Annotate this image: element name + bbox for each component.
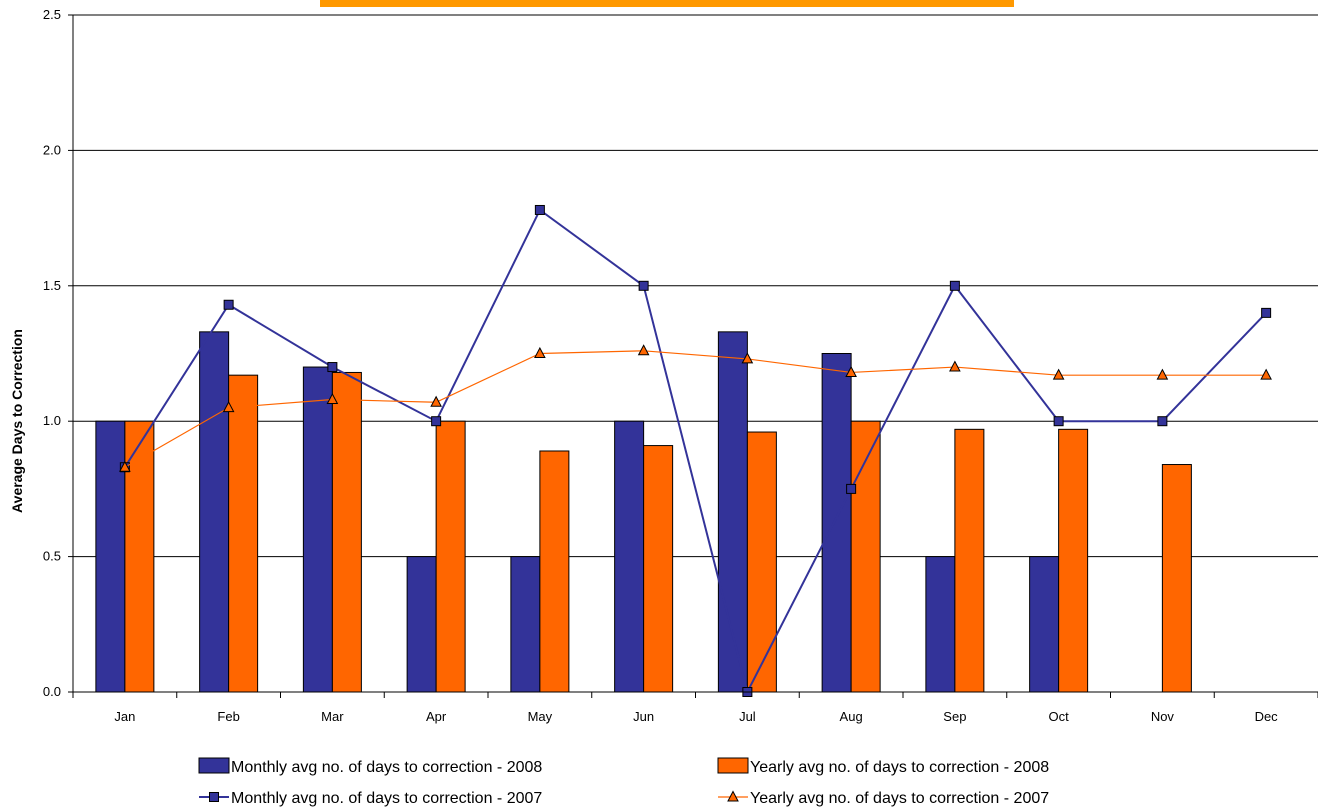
y-tick-label: 1.0 xyxy=(43,413,61,428)
marker-monthly-2007 xyxy=(1157,416,1168,427)
x-tick-label: Mar xyxy=(321,709,344,724)
bar-yearly-2008 xyxy=(124,420,155,693)
marker-yearly-2007 xyxy=(637,344,650,356)
marker-yearly-2007 xyxy=(741,352,754,364)
marker-yearly-2007 xyxy=(430,395,442,407)
x-tick-label: Feb xyxy=(217,709,239,724)
line-monthly-2007 xyxy=(124,208,1267,695)
y-tick-label: 1.5 xyxy=(43,278,61,293)
bar-monthly-2008 xyxy=(199,331,230,693)
lines xyxy=(119,204,1272,697)
legend-marker-monthly-2007 xyxy=(209,792,219,802)
x-tick-label: Nov xyxy=(1151,709,1175,724)
bar-yearly-2008 xyxy=(539,450,570,693)
x-tick-label: Jun xyxy=(633,709,654,724)
marker-yearly-2007 xyxy=(845,365,857,377)
marker-yearly-2007 xyxy=(326,392,339,405)
bar-yearly-2008 xyxy=(331,371,362,693)
bar-monthly-2008 xyxy=(925,556,956,693)
marker-monthly-2007 xyxy=(327,362,338,373)
marker-monthly-2007 xyxy=(949,280,960,291)
x-tick-label: Jan xyxy=(114,709,135,724)
marker-monthly-2007 xyxy=(1261,307,1272,318)
marker-yearly-2007 xyxy=(1052,368,1065,380)
marker-monthly-2007 xyxy=(534,204,545,215)
marker-yearly-2007 xyxy=(1156,368,1169,380)
legend-label-yearly-2007: Yearly avg no. of days to correction - 2… xyxy=(750,790,1049,807)
x-tick-label: Sep xyxy=(943,709,966,724)
top-banner xyxy=(320,0,1014,7)
bar-monthly-2008 xyxy=(510,556,541,693)
legend-swatch-yearly-2008 xyxy=(717,757,749,774)
legend-label-monthly-2008: Monthly avg no. of days to correction - … xyxy=(231,759,542,776)
bars xyxy=(95,331,1192,693)
marker-monthly-2007 xyxy=(431,416,442,427)
line-yearly-2007 xyxy=(124,350,1267,468)
marker-yearly-2007 xyxy=(222,401,235,413)
bar-yearly-2008 xyxy=(746,431,777,693)
bar-yearly-2008 xyxy=(228,374,259,693)
bar-monthly-2008 xyxy=(302,366,333,693)
grid xyxy=(73,14,1318,693)
marker-yearly-2007 xyxy=(119,460,131,472)
y-axis-title: Average Days to Correction xyxy=(9,329,25,513)
bar-yearly-2008 xyxy=(435,420,466,693)
bar-monthly-2008 xyxy=(614,420,645,693)
bar-monthly-2008 xyxy=(406,556,437,693)
x-tick-label: Dec xyxy=(1255,709,1279,724)
marker-monthly-2007 xyxy=(1053,416,1064,427)
marker-yearly-2007 xyxy=(949,360,961,372)
legend: Monthly avg no. of days to correction - … xyxy=(198,757,1049,807)
marker-monthly-2007 xyxy=(846,483,857,494)
marker-monthly-2007 xyxy=(223,299,234,310)
bar-monthly-2008 xyxy=(95,420,126,693)
legend-swatch-monthly-2008 xyxy=(198,757,230,774)
legend-label-monthly-2007: Monthly avg no. of days to correction - … xyxy=(231,790,542,807)
x-tick-label: Apr xyxy=(426,709,447,724)
bar-monthly-2008 xyxy=(821,353,852,693)
bar-yearly-2008 xyxy=(954,428,985,693)
bar-yearly-2008 xyxy=(1161,464,1192,693)
bar-yearly-2008 xyxy=(850,420,881,693)
x-tick-label: Aug xyxy=(840,709,863,724)
marker-yearly-2007 xyxy=(1260,368,1272,380)
y-tick-label: 0.0 xyxy=(43,684,61,699)
bar-yearly-2008 xyxy=(1058,428,1089,693)
y-tick-label: 2.5 xyxy=(43,7,61,22)
marker-yearly-2007 xyxy=(534,346,546,358)
axes: 0.0 0.5 1.0 1.5 2.0 2.5 Jan Feb Mar Apr May Jun Jul A… xyxy=(43,7,1318,724)
legend-marker-yearly-2007 xyxy=(727,790,739,802)
bar-monthly-2008 xyxy=(1029,556,1060,693)
y-tick-label: 0.5 xyxy=(43,549,61,564)
x-tick-label: Oct xyxy=(1049,709,1070,724)
legend-label-yearly-2008: Yearly avg no. of days to correction - 2… xyxy=(750,759,1049,776)
bar-yearly-2008 xyxy=(643,445,674,693)
marker-monthly-2007 xyxy=(638,280,649,291)
y-tick-label: 2.0 xyxy=(43,142,61,157)
x-tick-label: Jul xyxy=(739,709,756,724)
x-tick-label: May xyxy=(528,709,553,724)
